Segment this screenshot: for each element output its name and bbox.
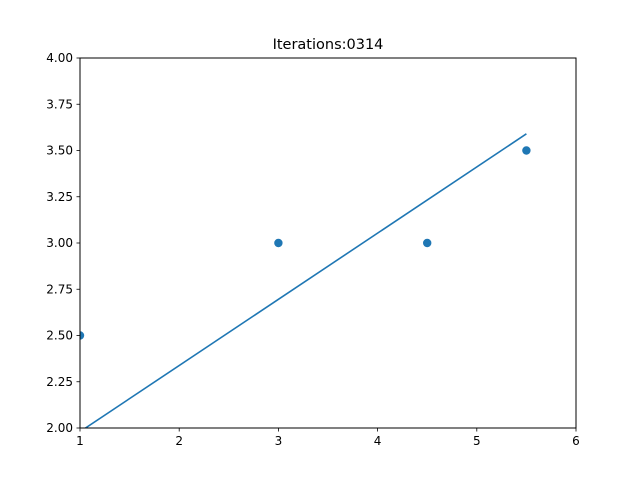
y-tick-label: 2.50 [46,329,73,343]
x-tick-label: 6 [572,434,580,448]
x-tick-label: 3 [275,434,283,448]
plot-data [80,133,531,428]
y-tick-label: 3.50 [46,144,73,158]
data-point [274,238,283,248]
data-point [522,146,531,155]
x-tick-label: 4 [374,434,382,448]
data-point [80,331,85,340]
x-tick-label: 1 [76,434,84,448]
y-tick-label: 3.25 [46,190,73,204]
y-tick-label: 3.00 [46,236,73,250]
y-tick-label: 4.00 [46,51,73,65]
y-tick-label: 2.00 [46,421,73,435]
y-tick-label: 2.75 [46,282,73,296]
y-tick-label: 3.75 [46,97,73,111]
x-tick-label: 5 [473,434,481,448]
plot-frame [79,57,577,429]
axis-ticks: 1 2 3 4 5 6 2.00 2.25 2.50 2.75 3.00 3.25 3.50 3.75 4.… [46,51,580,448]
y-tick-label: 2.25 [46,375,73,389]
x-tick-label: 2 [175,434,183,448]
fit-line [84,133,527,428]
chart-title: Iterations:0314 [273,37,384,53]
data-point [423,238,432,248]
